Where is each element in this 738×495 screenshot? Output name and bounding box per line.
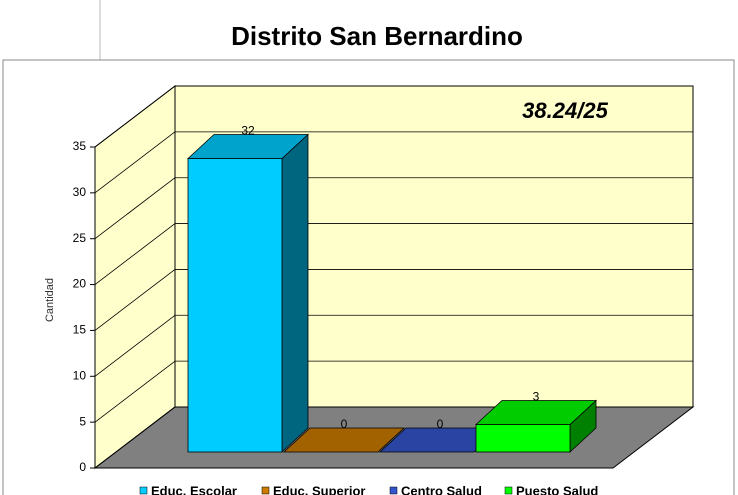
- data-label: 0: [341, 417, 348, 431]
- y-tick-label: 0: [79, 460, 86, 474]
- grid-line: [94, 85, 176, 148]
- side-wall: [94, 84, 176, 470]
- grid-line: [94, 269, 176, 331]
- annotation: 38.24/25: [522, 98, 608, 123]
- grid-line: [94, 131, 176, 194]
- legend-swatch: [261, 486, 270, 495]
- chart-title: Distrito San Bernardino: [231, 21, 523, 51]
- bar-side: [281, 133, 309, 453]
- data-label: 3: [533, 390, 540, 404]
- bar-top: [186, 134, 310, 159]
- legend-label: Puesto Salud: [516, 483, 598, 495]
- y-tick-label: 25: [73, 231, 87, 245]
- y-tick-label: 20: [73, 277, 87, 291]
- y-tick-label: 35: [73, 139, 87, 153]
- y-tick-label: 30: [73, 185, 87, 199]
- legend-swatch: [139, 486, 148, 495]
- grid-line: [94, 406, 176, 469]
- data-label: 0: [437, 417, 444, 431]
- y-tick-label: 15: [73, 323, 87, 337]
- grid-line: [94, 360, 176, 423]
- y-tick-label: 5: [79, 414, 86, 428]
- grid-line: [94, 223, 176, 285]
- bar-top: [474, 400, 598, 425]
- y-tick-label: 10: [73, 368, 87, 382]
- bar-top: [282, 427, 406, 453]
- legend-label: Centro Salud: [401, 483, 482, 495]
- y-axis-label: Cantidad: [44, 278, 56, 322]
- grid-line: [94, 314, 176, 377]
- legend-swatch: [504, 486, 513, 495]
- legend-label: Educ. Superior: [273, 483, 365, 495]
- bar: [187, 158, 283, 453]
- legend-swatch: [389, 486, 398, 495]
- legend-label: Educ. Escolar: [151, 483, 237, 495]
- data-label: 32: [241, 124, 255, 138]
- grid-line: [94, 177, 176, 240]
- bar: [475, 424, 571, 453]
